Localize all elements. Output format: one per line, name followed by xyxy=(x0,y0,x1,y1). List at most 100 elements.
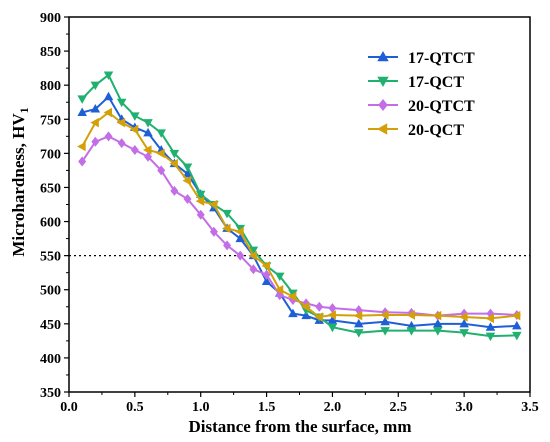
ticks-layer: 0.0 0.5 1.0 1.5 2.0 2.5 3.0 3.5 350 400 450 500 550 6… xyxy=(40,11,539,415)
data-point xyxy=(327,323,338,333)
data-point xyxy=(301,302,310,312)
data-point xyxy=(143,145,152,155)
data-point xyxy=(236,250,245,261)
legend-marker xyxy=(377,76,389,87)
x-axis-title: Distance from the surface, mm xyxy=(189,417,412,436)
data-point xyxy=(157,165,166,176)
data-point xyxy=(117,138,126,149)
data-point xyxy=(511,310,521,321)
data-point xyxy=(288,308,298,318)
data-point xyxy=(130,144,139,155)
data-point xyxy=(103,91,114,101)
data-point xyxy=(90,117,99,128)
x-tick-label: 1.0 xyxy=(192,400,210,415)
y-tick-label: 450 xyxy=(40,318,61,333)
data-point xyxy=(223,240,232,251)
y-tick-label: 700 xyxy=(40,147,61,162)
x-tick-label: 2.5 xyxy=(390,400,408,415)
data-point xyxy=(143,127,153,137)
data-point xyxy=(328,303,337,314)
y-tick-label: 750 xyxy=(40,113,61,128)
data-point xyxy=(287,291,297,302)
data-point xyxy=(512,320,522,330)
data-point xyxy=(169,149,180,159)
data-point xyxy=(156,148,165,159)
data-point xyxy=(315,301,324,312)
data-point xyxy=(459,312,468,322)
data-point xyxy=(485,322,496,331)
data-point xyxy=(77,141,86,152)
x-tick-label: 0.5 xyxy=(126,400,144,415)
y-tick-label: 650 xyxy=(40,181,61,196)
data-point xyxy=(262,269,271,280)
data-point xyxy=(261,276,272,286)
data-point xyxy=(91,136,100,147)
data-point xyxy=(274,284,284,295)
data-point xyxy=(77,95,87,104)
y-axis-title: Microhardness, HV1 xyxy=(9,107,31,256)
legend-label: 20-QCT xyxy=(408,122,464,139)
legend-marker xyxy=(377,51,389,62)
data-point xyxy=(354,318,364,328)
data-point xyxy=(209,226,218,237)
data-point xyxy=(78,156,87,167)
data-point xyxy=(327,315,338,324)
data-point xyxy=(144,151,153,162)
y-axis-title-subscript: 1 xyxy=(17,107,31,113)
data-point xyxy=(130,112,140,121)
data-point xyxy=(433,318,443,328)
data-point xyxy=(195,190,206,200)
data-point xyxy=(116,98,127,108)
data-point xyxy=(406,310,415,320)
data-point xyxy=(248,246,259,256)
legend-label: 17-QCT xyxy=(408,74,464,91)
data-point xyxy=(129,124,139,135)
data-point xyxy=(196,209,205,220)
data-point xyxy=(235,233,245,243)
data-point xyxy=(156,129,166,138)
series-20-QCT xyxy=(77,107,521,324)
data-point xyxy=(170,185,179,196)
legend-label: 17-QTCT xyxy=(408,50,475,67)
series-20-QTCT xyxy=(78,131,521,321)
data-point xyxy=(327,310,336,320)
data-point xyxy=(183,194,192,205)
data-point xyxy=(195,196,205,206)
data-point xyxy=(103,107,113,118)
data-point xyxy=(90,104,101,113)
y-tick-label: 800 xyxy=(40,79,61,94)
y-tick-label: 850 xyxy=(40,45,61,60)
series-17-QCT xyxy=(77,71,522,342)
data-point xyxy=(182,175,192,186)
legend-item: 20-QCT xyxy=(368,122,464,139)
data-point xyxy=(208,199,218,210)
x-tick-label: 1.5 xyxy=(258,400,276,415)
data-point xyxy=(249,264,258,275)
data-point xyxy=(512,331,522,341)
data-point xyxy=(182,163,193,172)
y-tick-label: 350 xyxy=(40,386,61,401)
legend-item: 20-QTCT xyxy=(368,98,475,115)
data-point xyxy=(459,329,469,338)
series-layer xyxy=(77,71,522,342)
data-point xyxy=(274,272,285,282)
legend-item: 17-QTCT xyxy=(368,50,475,67)
data-point xyxy=(485,313,494,324)
data-point xyxy=(353,310,363,321)
data-point xyxy=(222,209,232,219)
y-tick-label: 400 xyxy=(40,352,61,367)
data-point xyxy=(90,81,101,91)
y-axis-title-main: Microhardness, HV xyxy=(9,113,28,257)
data-point xyxy=(261,261,271,271)
y-tick-label: 550 xyxy=(40,250,61,265)
data-point xyxy=(432,310,442,321)
legend-item: 17-QCT xyxy=(368,74,464,91)
data-point xyxy=(222,223,231,234)
data-point xyxy=(380,327,390,336)
y-tick-label: 900 xyxy=(40,11,61,26)
x-tick-label: 0.0 xyxy=(60,400,78,415)
data-point xyxy=(248,250,257,261)
data-point xyxy=(406,327,417,336)
x-tick-label: 3.0 xyxy=(455,400,473,415)
